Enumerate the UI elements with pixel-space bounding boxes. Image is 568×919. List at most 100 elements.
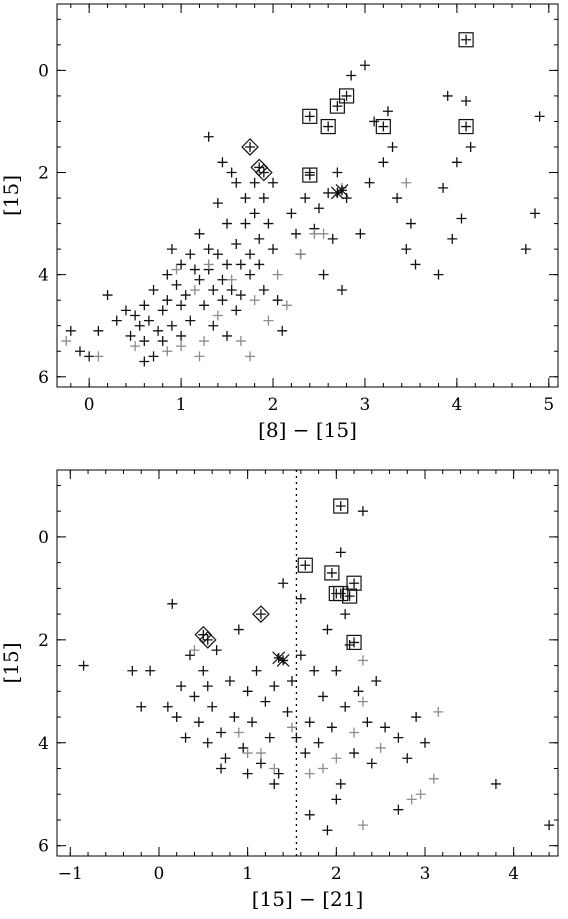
data-point xyxy=(226,284,237,295)
data-point xyxy=(240,218,251,229)
data-point xyxy=(235,259,246,270)
data-point-grey xyxy=(235,336,246,347)
data-point xyxy=(148,351,159,362)
square-marker xyxy=(328,585,344,602)
data-point xyxy=(326,722,337,733)
data-point xyxy=(313,737,324,748)
data-point xyxy=(224,676,235,687)
data-point xyxy=(442,90,453,101)
data-point xyxy=(291,228,302,239)
square-marker xyxy=(297,557,313,573)
data-point-grey xyxy=(242,748,253,759)
data-point xyxy=(143,315,154,326)
data-point-diamond xyxy=(258,167,269,178)
data-point xyxy=(226,167,237,178)
data-point xyxy=(359,60,370,71)
data-point-grey xyxy=(212,310,223,321)
data-point xyxy=(217,157,228,168)
data-point xyxy=(544,820,555,831)
data-point xyxy=(185,650,196,661)
data-point xyxy=(393,804,404,815)
y-tick-label: 4 xyxy=(38,266,49,286)
data-point xyxy=(530,208,541,219)
data-point xyxy=(212,249,223,260)
data-point xyxy=(242,768,253,779)
plot-frame xyxy=(56,469,559,857)
y-axis-label: [15] xyxy=(0,175,23,216)
data-point xyxy=(346,70,357,81)
square-marker xyxy=(338,88,355,104)
diamond-marker xyxy=(241,138,259,156)
data-point-boxed xyxy=(349,578,360,589)
data-point xyxy=(235,290,246,301)
data-point xyxy=(171,712,182,723)
data-point xyxy=(362,717,373,728)
data-point xyxy=(335,547,346,558)
data-point xyxy=(199,300,210,311)
data-point-boxed xyxy=(344,591,355,602)
data-point xyxy=(251,665,262,676)
square-marker xyxy=(320,118,336,135)
x-tick-label: 4 xyxy=(451,395,462,415)
data-point xyxy=(202,681,213,692)
data-point xyxy=(364,177,375,188)
data-point xyxy=(438,182,449,193)
x-tick-label: 1 xyxy=(242,864,253,884)
data-point-grey xyxy=(295,249,306,260)
data-point xyxy=(245,249,256,260)
x-tick-label: 3 xyxy=(360,395,371,415)
data-point xyxy=(393,732,404,743)
data-point xyxy=(249,177,260,188)
square-marker xyxy=(333,498,349,514)
data-point xyxy=(318,691,329,702)
data-point xyxy=(349,748,360,759)
data-point-grey xyxy=(93,351,104,362)
data-point xyxy=(145,665,156,676)
data-point-grey xyxy=(249,295,260,306)
data-point xyxy=(269,681,280,692)
data-point xyxy=(277,325,288,336)
data-point xyxy=(242,686,253,697)
x-axis-label: [8] − [15] xyxy=(258,418,357,442)
data-point xyxy=(332,167,343,178)
square-marker xyxy=(458,118,474,135)
data-point xyxy=(171,279,182,290)
data-point xyxy=(134,320,145,331)
data-point-grey xyxy=(415,789,426,800)
data-point xyxy=(167,598,178,609)
data-point xyxy=(65,325,76,336)
data-point-grey xyxy=(375,742,386,753)
data-point-grey xyxy=(171,264,182,275)
x-axis-label: [15] − [21] xyxy=(252,887,364,911)
data-point-diamond xyxy=(254,162,265,173)
data-point xyxy=(323,187,334,198)
data-point-grey xyxy=(162,346,173,357)
data-point xyxy=(295,650,306,661)
data-point xyxy=(125,330,136,341)
data-point xyxy=(229,712,240,723)
data-point-grey xyxy=(406,794,417,805)
data-point xyxy=(233,624,244,635)
x-tick-label: 0 xyxy=(84,395,95,415)
x-tick-label: 5 xyxy=(543,395,554,415)
data-point-grey xyxy=(309,228,320,239)
data-point xyxy=(176,681,187,692)
square-marker xyxy=(346,575,362,591)
data-point xyxy=(216,727,227,738)
data-point xyxy=(231,177,242,188)
data-point xyxy=(194,228,205,239)
data-point xyxy=(278,578,289,589)
data-point xyxy=(93,325,104,336)
y-tick-label: 4 xyxy=(38,734,49,754)
data-point-diamond xyxy=(245,141,256,152)
data-point-grey xyxy=(199,336,210,347)
data-point-boxed xyxy=(335,501,346,512)
data-point xyxy=(208,284,219,295)
data-point xyxy=(208,320,219,331)
data-point xyxy=(162,701,173,712)
top-scatter-panel: 0 1 2 3 4 5 0 2 4 6 [8] − [15] [15] xyxy=(0,3,559,442)
data-point xyxy=(231,239,242,250)
data-point-grey xyxy=(255,748,266,759)
data-point xyxy=(212,198,223,209)
